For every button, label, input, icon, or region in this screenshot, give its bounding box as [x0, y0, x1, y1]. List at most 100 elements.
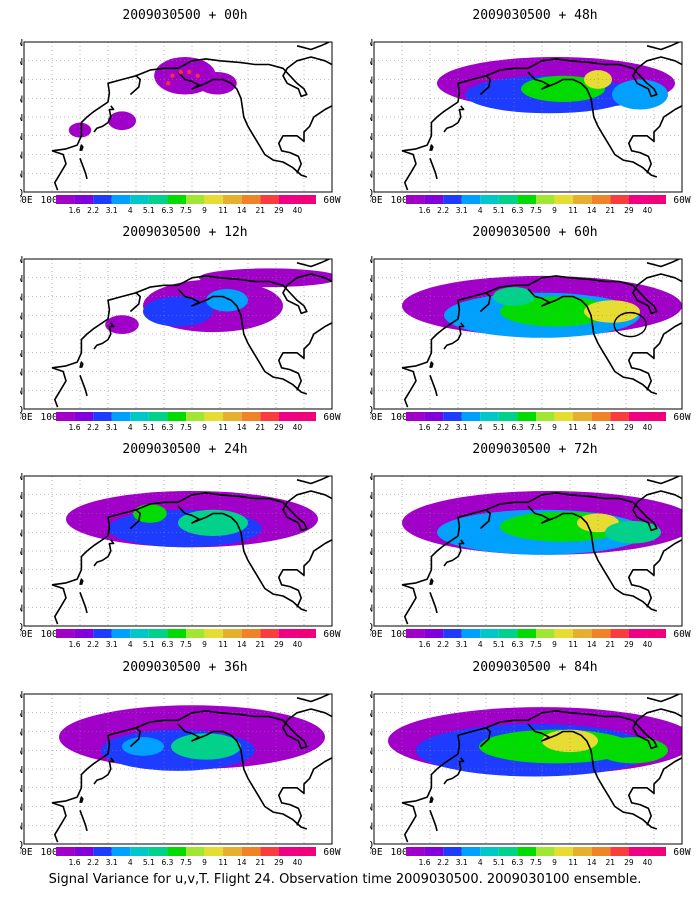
coastline — [401, 284, 528, 369]
colorbar-swatch — [647, 629, 666, 638]
colorbar-label: 3.1 — [106, 858, 118, 867]
colorbar-swatch — [186, 847, 205, 856]
coastline — [527, 273, 682, 315]
y-tick-label: 40N — [370, 113, 373, 124]
colorbar-label: 1.6 — [69, 640, 81, 649]
coastline — [479, 75, 491, 96]
colorbar-label: 6.3 — [161, 858, 173, 867]
x-tick-label: 100E — [41, 195, 64, 206]
colorbar-label: 7.5 — [530, 423, 542, 432]
colorbar-swatch — [223, 412, 242, 421]
colorbar-swatch — [610, 847, 629, 856]
coastline — [401, 367, 417, 408]
y-tick-label: 40N — [20, 113, 23, 124]
x-tick-label: 80E — [370, 195, 383, 206]
coastline — [79, 796, 84, 804]
colorbar-label: 9 — [552, 206, 557, 215]
colorbar-label: 1.6 — [419, 858, 431, 867]
colorbar-label: 9 — [202, 423, 207, 432]
y-tick-label: 40N — [20, 330, 23, 341]
colorbar-label: 1.6 — [419, 640, 431, 649]
map-plot: EQ10N20N30N40N50N60N70N80N80E100E120E140… — [370, 255, 691, 423]
colorbar: 1.6 2.2 3.1 4 5.1 6.3 7.5 9 11 14 21 29 40 — [406, 847, 666, 867]
coastline — [646, 259, 680, 268]
colorbar-label: 2.2 — [87, 640, 99, 649]
colorbar-swatch — [93, 847, 112, 856]
map-plot: EQ10N20N30N40N50N60N70N80N80E100E120E140… — [370, 38, 691, 206]
colorbar-label: 4 — [478, 858, 483, 867]
coastline — [177, 56, 332, 98]
colorbar-label: 3.1 — [106, 206, 118, 215]
signal-contour — [133, 504, 167, 523]
coastline — [278, 757, 332, 826]
colorbar-label: 1.6 — [419, 206, 431, 215]
y-tick-label: 70N — [370, 57, 373, 68]
colorbar-label: 9 — [202, 206, 207, 215]
colorbar-label: 14 — [237, 640, 247, 649]
colorbar-swatch — [517, 847, 536, 856]
colorbar-label: 7.5 — [180, 858, 192, 867]
y-tick-label: 60N — [370, 728, 373, 739]
colorbar-swatch — [74, 195, 94, 204]
colorbar-swatch — [130, 847, 149, 856]
coastline — [527, 708, 682, 750]
coastline — [443, 105, 465, 133]
colorbar-swatch — [204, 195, 224, 204]
colorbar-label: 6.3 — [161, 206, 173, 215]
colorbar-swatch — [148, 412, 168, 421]
colorbar-label: 7.5 — [180, 206, 192, 215]
coastline — [429, 592, 438, 614]
colorbar-label: 9 — [202, 640, 207, 649]
colorbar-swatch — [204, 847, 224, 856]
forecast-panel-00h: 2009030500 + 00h EQ 10N 20N 30N 40N 50N 60N 70N 8… — [20, 8, 350, 218]
y-tick-label: 30N — [370, 349, 373, 360]
coastline — [527, 71, 658, 178]
colorbar-swatch — [610, 629, 629, 638]
colorbar-label: 3.1 — [106, 640, 118, 649]
colorbar-swatch — [591, 629, 611, 638]
y-tick-label: 80N — [20, 255, 23, 266]
colorbar-label: 7.5 — [530, 640, 542, 649]
colorbar-swatch — [297, 847, 316, 856]
y-tick-label: 20N — [370, 803, 373, 814]
colorbar-label: 5.1 — [493, 206, 505, 215]
y-tick-label: 10N — [370, 169, 373, 180]
colorbar-label: 11 — [568, 858, 578, 867]
colorbar-swatch — [148, 629, 168, 638]
colorbar-swatch — [167, 195, 186, 204]
colorbar-swatch — [480, 847, 499, 856]
colorbar-label: 29 — [274, 640, 284, 649]
signal-contour — [199, 268, 332, 288]
colorbar: 1.6 2.2 3.1 4 5.1 6.3 7.5 9 11 14 21 29 40 — [406, 412, 666, 432]
colorbar-label: 29 — [624, 640, 634, 649]
colorbar-swatch — [186, 629, 205, 638]
colorbar-swatch — [517, 412, 536, 421]
coastline — [177, 71, 308, 178]
panel-title: 2009030500 + 00h — [122, 8, 248, 23]
signal-contour — [171, 733, 241, 760]
x-tick-label: 80E — [20, 629, 33, 640]
coastline — [429, 375, 438, 397]
panel-title: 2009030500 + 48h — [472, 8, 598, 23]
colorbar-label: 29 — [624, 206, 634, 215]
colorbar-label: 2.2 — [437, 640, 449, 649]
colorbar: 1.6 2.2 3.1 4 5.1 6.3 7.5 9 11 14 21 29 40 — [56, 195, 316, 215]
colorbar-swatch — [111, 847, 131, 856]
coastline — [93, 105, 115, 133]
y-tick-label: 30N — [370, 784, 373, 795]
map-plot: EQ10N20N30N40N50N60N70N80N80E100E120E140… — [20, 690, 341, 858]
y-tick-label: 50N — [20, 94, 23, 105]
coastline — [429, 144, 434, 152]
y-tick-label: 40N — [370, 547, 373, 558]
coastline — [646, 694, 680, 703]
coastline — [443, 539, 465, 567]
coastline — [479, 727, 491, 748]
colorbar-swatch — [498, 629, 518, 638]
colorbar-label: 2.2 — [87, 206, 99, 215]
colorbar-label: 5.1 — [143, 640, 155, 649]
coastline — [429, 158, 438, 180]
coastline — [177, 723, 308, 830]
colorbar-swatch — [167, 847, 186, 856]
colorbar-label: 3.1 — [456, 858, 468, 867]
y-tick-label: EQ — [370, 840, 373, 851]
